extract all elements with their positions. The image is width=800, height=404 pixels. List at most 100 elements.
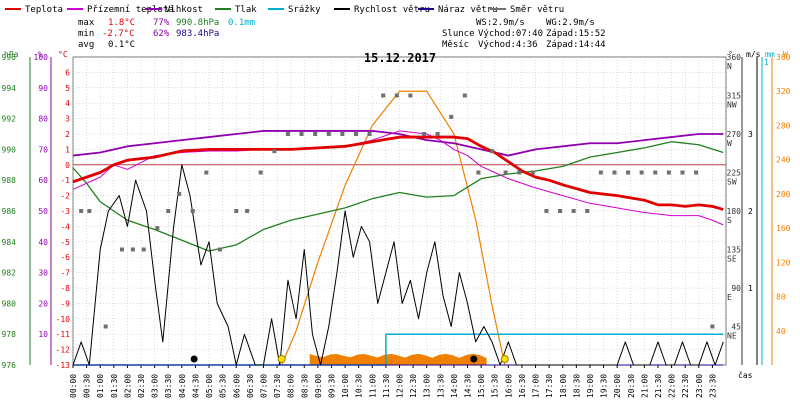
- wind-dir-point: [449, 114, 454, 119]
- x-tick-label: 11:30: [382, 374, 391, 398]
- y-tick-label-temperature: 5: [65, 84, 70, 93]
- wind-dir-point: [285, 132, 290, 136]
- legend-label: Náraz větru: [438, 5, 498, 15]
- x-tick-label: 13:30: [436, 374, 445, 398]
- y-tick-label-humidity: 90: [38, 84, 48, 93]
- y-tick-label-temperature: -5: [60, 238, 70, 247]
- x-tick-label: 20:30: [627, 374, 636, 398]
- wind-dir-point: [340, 132, 345, 136]
- x-tick-label: 04:30: [191, 374, 200, 398]
- y-tick-label-humidity: 80: [38, 115, 48, 124]
- stat-min-temp: -2.7°C: [102, 29, 135, 39]
- x-tick-label: 10:00: [341, 374, 350, 398]
- y-tick-label-direction: 45: [731, 323, 741, 332]
- y-tick-label-temperature: -11: [56, 330, 71, 339]
- chart-grid: [72, 56, 727, 366]
- wind-dir-point: [598, 170, 603, 175]
- y-tick-label-direction: 360: [727, 53, 742, 62]
- chart-axes: 00:00 00:30 01:00 01:30 02:00 02:30 03:00 03:30…: [2, 53, 791, 398]
- x-tick-label: 01:30: [110, 374, 119, 398]
- y-tick-label-windspeed: 2: [748, 207, 753, 216]
- wind-dir-point: [435, 132, 440, 136]
- y-tick-label-humidity: 60: [38, 176, 48, 185]
- x-tick-label: 05:30: [219, 374, 228, 398]
- y-tick-label-temperature: -12: [56, 346, 71, 355]
- wind-dir-point: [234, 209, 239, 213]
- x-tick-label: 21:00: [640, 374, 649, 398]
- wind-dir-point: [326, 132, 331, 136]
- wind-dir-point: [653, 170, 658, 175]
- y-tick-label-pressure: 986: [2, 207, 17, 216]
- x-tick-label: 03:30: [164, 374, 173, 398]
- x-tick-label: 07:00: [259, 374, 268, 398]
- x-tick-label: 08:00: [287, 374, 296, 398]
- y-tick-label-solar: 40: [776, 327, 786, 336]
- y-tick-label-compass: W: [727, 139, 732, 148]
- wind-dir-point: [462, 93, 467, 98]
- y-tick-label-solar: 240: [776, 156, 791, 165]
- stat-avg-temp: 0.1°C: [108, 40, 135, 50]
- moon-set: Západ:14:44: [546, 40, 606, 50]
- wind-dir-point: [204, 170, 209, 175]
- wind-dir-point: [585, 209, 590, 213]
- y-tick-label-compass: NE: [727, 332, 737, 341]
- wind-ws: WS:2.9m/s: [476, 18, 525, 28]
- unit-degc: °C: [58, 50, 68, 59]
- stat-max-temp: 1.8°C: [108, 18, 135, 28]
- wind-dir-point: [408, 93, 413, 98]
- wind-dir-point: [353, 132, 358, 136]
- y-tick-label-solar: 120: [776, 258, 791, 267]
- x-tick-label: 17:00: [532, 374, 541, 398]
- y-tick-label-temperature: 1: [65, 145, 70, 154]
- x-tick-label: 08:30: [300, 374, 309, 398]
- y-tick-label-temperature: -3: [60, 207, 70, 216]
- wind-dir-point: [680, 170, 685, 175]
- y-tick-label-solar: 360: [776, 53, 791, 62]
- stats-block: max 1.8°C 77% 990.8hPa 0.1mm min -2.7°C …: [78, 18, 255, 50]
- y-tick-label-temperature: -9: [60, 299, 70, 308]
- series-temperature: [72, 135, 724, 211]
- stat-avg-label: avg: [78, 40, 94, 50]
- y-tick-label-solar: 280: [776, 121, 791, 130]
- y-tick-label-temperature: -13: [56, 361, 71, 370]
- wind-dir-point: [299, 132, 304, 136]
- y-tick-label-temperature: -2: [60, 192, 70, 201]
- unit-pct: %: [38, 50, 43, 59]
- sun-rise: Východ:07:40: [478, 29, 543, 39]
- y-tick-label-pressure: 988: [2, 176, 17, 185]
- unit-hpa: hPa: [4, 50, 19, 59]
- y-tick-label-rain: 1: [764, 58, 769, 67]
- y-tick-label-solar: 320: [776, 87, 791, 96]
- y-tick-label-humidity: 50: [38, 207, 48, 216]
- sunrise-marker: [277, 355, 286, 363]
- wind-dir-point: [694, 170, 699, 175]
- legend-label: Směr větru: [510, 5, 564, 15]
- x-tick-label: 19:30: [600, 374, 609, 398]
- wind-dir-point: [103, 324, 108, 329]
- wind-dir-point: [476, 170, 481, 175]
- stat-min-press: 983.4hPa: [176, 29, 219, 39]
- y-tick-label-windspeed: 1: [748, 284, 753, 293]
- wind-dir-point: [544, 209, 549, 213]
- sun-label: Slunce: [442, 29, 475, 39]
- x-tick-label: 15:00: [477, 374, 486, 398]
- wind-dir-point: [245, 209, 250, 213]
- y-tick-label-humidity: 20: [38, 299, 48, 308]
- x-tick-label: 02:00: [123, 374, 132, 398]
- wind-dir-point: [177, 191, 182, 196]
- y-tick-label-compass: SE: [727, 255, 737, 264]
- wind-dir-point: [421, 132, 426, 136]
- y-tick-label-pressure: 994: [2, 84, 17, 93]
- x-tick-label: 14:00: [450, 374, 459, 398]
- x-tick-label: 00:30: [83, 374, 92, 398]
- legend-label: Tlak: [235, 5, 257, 15]
- y-tick-label-direction: 90: [731, 284, 741, 293]
- series-solar: [281, 90, 506, 366]
- x-tick-label: 11:00: [368, 374, 377, 398]
- sun-set: Západ:15:52: [546, 29, 606, 39]
- x-tick-label: 14:30: [464, 374, 473, 398]
- wind-dir-point: [639, 170, 644, 175]
- wind-dir-point: [258, 170, 263, 175]
- stat-max-rain: 0.1mm: [228, 18, 255, 28]
